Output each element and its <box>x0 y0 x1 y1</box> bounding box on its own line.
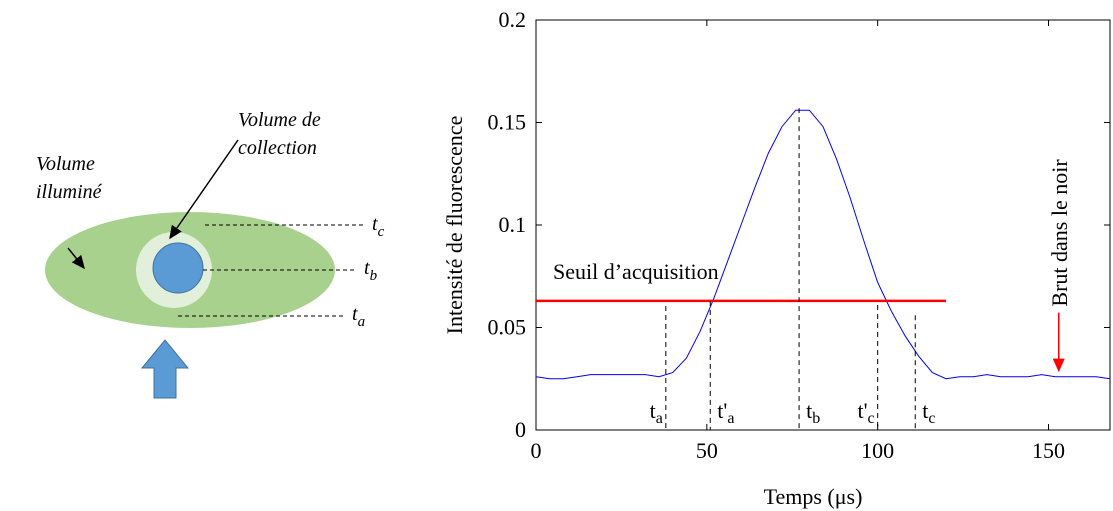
x-tick-label: 50 <box>696 438 718 463</box>
level-label: tc <box>372 213 385 240</box>
diagram-label: illuminé <box>36 181 103 203</box>
level-text: t <box>352 303 358 325</box>
marker-sub: a <box>727 410 734 427</box>
beam-arrow <box>140 339 190 399</box>
marker-sub: c <box>868 410 875 427</box>
level-label: tb <box>364 257 378 284</box>
y-tick-label: 0 <box>515 417 526 442</box>
data-line <box>535 109 1111 380</box>
x-tick-label: 150 <box>1032 438 1065 463</box>
diagram: Volume illuminé Volume de collection tc … <box>36 109 385 399</box>
marker-label: ta <box>650 398 663 427</box>
y-tick-label: 0.15 <box>488 110 527 135</box>
chart: 0 0.05 0.1 0.15 0.2 0 50 100 150 Temps (μs) Intens… <box>442 7 1111 509</box>
diagram-label: Volume <box>36 153 95 175</box>
pointer-arrow <box>169 139 239 240</box>
marker-sub: c <box>928 410 935 427</box>
level-text: t <box>372 213 378 235</box>
level-label: ta <box>352 303 365 330</box>
plot-frame <box>535 19 1111 431</box>
marker-text: t' <box>717 398 727 423</box>
marker-sub: b <box>812 410 820 427</box>
y-tick-label: 0.1 <box>499 212 527 237</box>
diagram-label: collection <box>238 137 317 159</box>
y-axis-label: Intensité de fluorescence <box>442 116 467 335</box>
y-tick-label: 0.2 <box>499 7 527 32</box>
marker-label: tc <box>922 398 935 427</box>
diagram-label: Volume de <box>238 109 321 131</box>
level-text: t <box>364 257 370 279</box>
marker-text: t <box>922 398 928 423</box>
level-sub: c <box>378 224 385 240</box>
level-sub: b <box>370 268 378 284</box>
annotation-text: Brut dans le noir <box>1047 159 1072 307</box>
x-axis-label: Temps (μs) <box>764 484 863 509</box>
marker-text: t <box>806 398 812 423</box>
pointer-arrow <box>67 247 85 270</box>
x-tick-label: 100 <box>861 438 894 463</box>
level-sub: a <box>358 314 366 330</box>
marker-label: t'c <box>857 398 874 427</box>
x-tick-label: 0 <box>531 438 542 463</box>
marker-text: t' <box>857 398 867 423</box>
marker-label: tb <box>806 398 820 427</box>
y-tick-label: 0.05 <box>488 315 527 340</box>
threshold-label: Seuil d’acquisition <box>553 259 719 284</box>
marker-label: t'a <box>717 398 734 427</box>
marker-sub: a <box>656 410 663 427</box>
marker-text: t <box>650 398 656 423</box>
collection-volume <box>152 242 204 294</box>
